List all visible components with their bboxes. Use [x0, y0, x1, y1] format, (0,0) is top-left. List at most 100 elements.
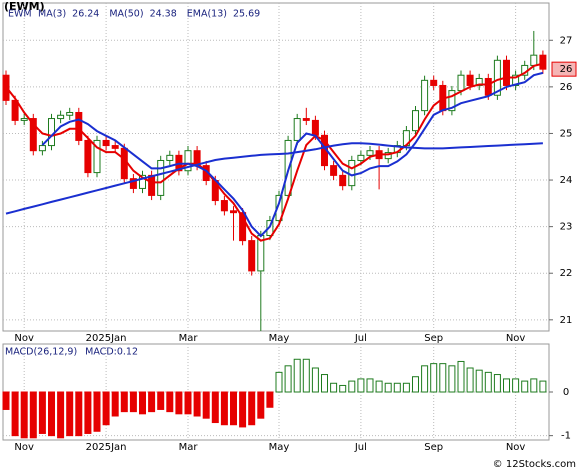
candle-body	[539, 54, 547, 70]
macd-bar	[311, 367, 319, 393]
macd-bar	[20, 391, 28, 439]
macd-bar	[393, 382, 401, 393]
macd-bar	[111, 391, 119, 417]
y-tick-label: 21	[560, 315, 573, 326]
macd-bar	[129, 391, 137, 413]
candle-body	[348, 159, 356, 187]
candle-body	[230, 210, 237, 214]
candle-body	[157, 159, 165, 196]
y-tick-label: 27	[560, 35, 573, 46]
candle-body	[248, 240, 256, 272]
legend-name: EMA(13)	[187, 9, 227, 20]
macd-bar	[220, 391, 228, 426]
candle-body	[493, 59, 501, 96]
y-tick-label: 0	[563, 387, 569, 398]
candle-body	[293, 118, 301, 141]
last-price-box	[551, 61, 577, 77]
candle-body	[84, 139, 92, 174]
macd-bar	[539, 380, 547, 393]
candle-body	[75, 111, 83, 141]
macd-bar	[48, 391, 55, 437]
candle-body	[339, 174, 347, 187]
candle-body	[330, 165, 338, 176]
candle-body	[484, 77, 492, 96]
x-tick-label: Sep	[424, 333, 443, 344]
macd-bar	[84, 391, 92, 434]
y-tick-label: 26	[560, 82, 573, 93]
macd-bar	[202, 391, 210, 419]
x-tick-label: 2025Jan	[86, 333, 127, 344]
macd-bar	[384, 382, 392, 393]
macd-bar	[211, 391, 219, 424]
indicator-line	[41, 71, 544, 238]
candle-body	[166, 154, 174, 161]
candle-body	[38, 145, 46, 152]
legend-name: MA(3)	[38, 9, 66, 20]
legend-name: MA(50)	[109, 9, 143, 20]
macd-bar	[275, 371, 283, 393]
candle-body	[457, 74, 465, 92]
candle-body	[11, 99, 19, 121]
candle-body	[275, 194, 283, 222]
x-tick-label: Nov	[506, 333, 526, 344]
x-tick-label: Nov	[14, 442, 34, 453]
macd-bar	[102, 391, 110, 426]
x-tick-label: Mar	[179, 442, 199, 453]
macd-bar	[321, 374, 328, 393]
candle-body	[412, 110, 419, 132]
candle-body	[66, 111, 74, 116]
candle-body	[120, 147, 128, 180]
candle-body	[311, 119, 319, 136]
candle-body	[20, 118, 28, 121]
macd-bar	[457, 360, 465, 393]
candle-body	[184, 150, 192, 172]
macd-bar	[257, 391, 265, 419]
candle-body	[448, 90, 456, 112]
y-tick-label: 23	[560, 222, 573, 233]
macd-bar	[139, 391, 146, 415]
candle-body	[129, 178, 137, 189]
x-tick-label: Jul	[354, 333, 367, 344]
macd-bar	[412, 376, 419, 393]
legend-value: 25.69	[233, 9, 260, 20]
candle-body	[139, 174, 146, 189]
macd-bar	[302, 358, 310, 393]
macd-bar	[357, 378, 365, 393]
x-tick-label: Sep	[424, 442, 443, 453]
macd-bar	[93, 391, 101, 432]
macd-bar	[366, 378, 374, 393]
macd-bar	[184, 391, 192, 415]
macd-bar	[484, 371, 492, 393]
macd-bar	[348, 380, 356, 393]
macd-bar	[330, 382, 338, 393]
macd-bar	[175, 391, 183, 415]
candle-body	[357, 154, 365, 161]
candle-body	[466, 74, 474, 86]
candle-body	[93, 139, 101, 174]
macd-bar	[57, 391, 65, 439]
macd-bar	[248, 391, 256, 426]
indicator-line	[5, 62, 544, 242]
macd-bar	[230, 391, 237, 426]
candle-body	[421, 79, 429, 112]
candle-body	[111, 145, 119, 149]
y-tick-label: 25	[560, 128, 573, 139]
last-price-label: 26	[560, 64, 573, 75]
macd-bar	[66, 391, 74, 437]
macd-bar	[148, 391, 156, 413]
x-tick-label: 2025Jan	[86, 442, 127, 453]
macd-bar	[38, 391, 46, 434]
macd-bar	[157, 391, 165, 410]
macd-bar	[75, 391, 83, 437]
macd-bar	[29, 391, 37, 439]
x-tick-label: May	[269, 442, 290, 453]
macd-bar	[439, 363, 447, 393]
candle-body	[220, 200, 228, 212]
y-tick-label: 24	[560, 175, 573, 186]
macd-bar	[521, 380, 529, 393]
legend-symbol: EWM	[8, 9, 32, 20]
candle-body	[148, 174, 156, 196]
macd-bar	[421, 365, 429, 393]
macd-bar	[466, 367, 474, 393]
macd-title: MACD(26,12,9)	[5, 347, 77, 358]
